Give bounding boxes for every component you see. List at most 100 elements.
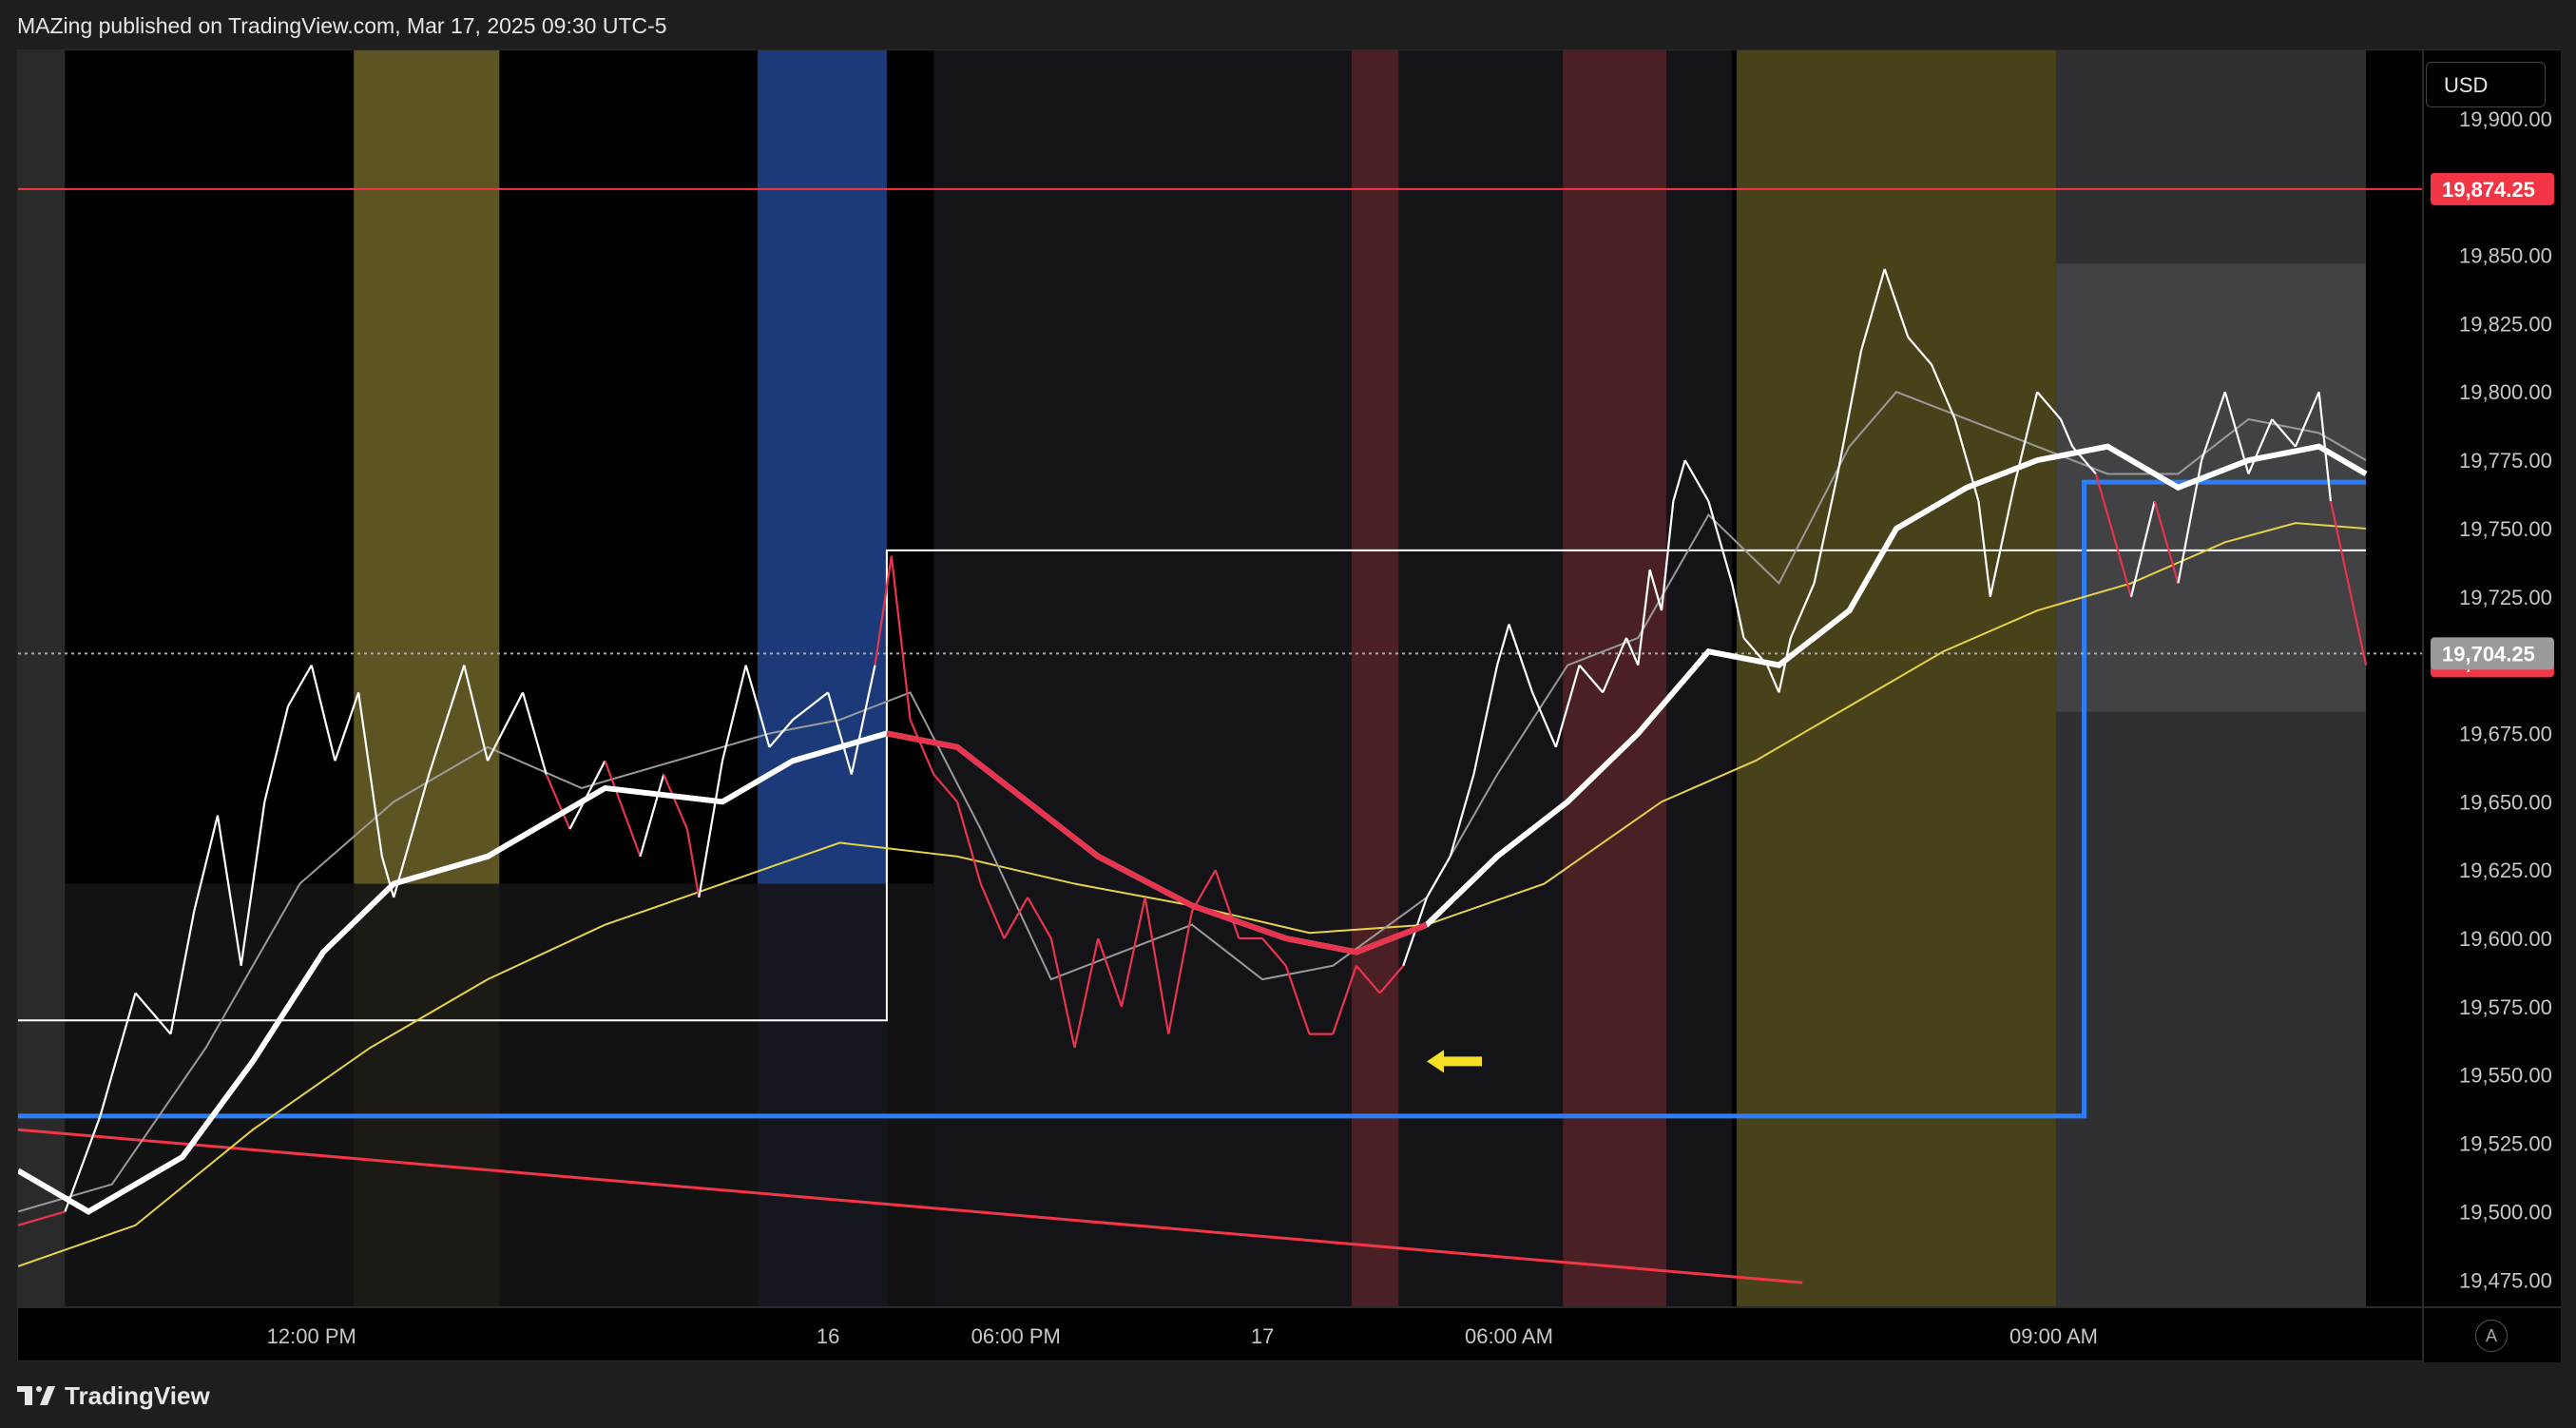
price-segment xyxy=(545,774,571,830)
price-segment xyxy=(1355,965,1381,994)
price-segment xyxy=(99,993,137,1117)
price-segment xyxy=(521,692,548,775)
price-segment xyxy=(721,665,747,762)
price-segment xyxy=(604,760,642,858)
price-segment xyxy=(2247,418,2274,474)
price-segment xyxy=(334,692,360,762)
price-segment xyxy=(1789,582,1816,639)
price-segment xyxy=(1332,965,1357,1034)
price-segment xyxy=(1097,937,1123,1008)
price-segment xyxy=(2059,418,2074,448)
price-axis xyxy=(2423,50,2561,1362)
price-segment xyxy=(1049,937,1076,1049)
price-segment xyxy=(263,705,290,802)
y-tick-label: 19,525.00 xyxy=(2459,1132,2552,1156)
price-segment xyxy=(1120,897,1146,1008)
currency-selector[interactable]: USD xyxy=(2426,62,2546,107)
price-segment xyxy=(357,692,383,857)
price-segment xyxy=(193,815,220,912)
price-segment xyxy=(2118,555,2133,598)
publish-header: MAZing published on TradingView.com, Mar… xyxy=(17,13,667,38)
price-segment xyxy=(1602,637,1627,693)
price-segment xyxy=(1883,268,1910,338)
price-segment xyxy=(1813,473,1839,584)
price-segment xyxy=(2129,500,2156,598)
price-segment xyxy=(1660,501,1675,611)
y-tick-label: 19,725.00 xyxy=(2459,586,2552,609)
price-segment xyxy=(1214,869,1240,939)
price-badge-0 xyxy=(2431,172,2554,205)
price-segment xyxy=(932,773,958,803)
footer-brand[interactable]: TradingView xyxy=(17,1379,210,1413)
price-segment xyxy=(18,1210,66,1226)
price-segment xyxy=(428,665,466,775)
y-tick-label: 19,550.00 xyxy=(2459,1064,2552,1088)
price-segment xyxy=(134,992,172,1035)
price-segment xyxy=(639,774,665,858)
price-segment xyxy=(1648,569,1663,611)
price-segment xyxy=(380,856,395,898)
ma-yellow xyxy=(18,522,2367,1267)
price-segment xyxy=(1449,774,1475,858)
price-segment xyxy=(1637,569,1651,666)
x-tick-label: 16 xyxy=(817,1324,839,1348)
price-segment xyxy=(568,760,606,830)
price-segment xyxy=(1683,459,1710,502)
yellow-arrow-icon xyxy=(1427,1050,1482,1073)
auto-scale-button[interactable]: A xyxy=(2475,1320,2508,1352)
price-segment xyxy=(1836,350,1863,474)
price-segment xyxy=(2036,391,2062,420)
y-tick-label: 19,825.00 xyxy=(2459,312,2552,336)
trend-line xyxy=(18,1128,1803,1284)
price-segment xyxy=(685,828,701,898)
price-segment xyxy=(1989,487,2015,598)
y-tick-label: 19,750.00 xyxy=(2459,517,2552,541)
y-tick-label: 19,775.00 xyxy=(2459,449,2552,473)
price-segment xyxy=(663,774,688,830)
price-segment xyxy=(2106,514,2121,556)
price-segment xyxy=(909,719,935,776)
price-segment xyxy=(1731,583,1745,639)
price-segment xyxy=(1167,911,1194,1034)
price-segment xyxy=(768,719,794,748)
y-tick-label: 19,600.00 xyxy=(2459,927,2552,951)
price-badge-2 xyxy=(2431,637,2554,670)
chart-canvas[interactable]: 19,475.00 19,500.00 19,525.00 19,550.00 19,5… xyxy=(18,50,2561,1362)
price-segment xyxy=(1073,937,1100,1049)
price-segment xyxy=(1472,665,1499,775)
y-tick-label: 19,500.00 xyxy=(2459,1200,2552,1224)
price-segment xyxy=(1672,459,1686,502)
brand-name: TradingView xyxy=(65,1380,210,1410)
price-segment xyxy=(2329,500,2344,556)
value-area-box xyxy=(2055,263,2366,712)
y-tick-label: 19,675.00 xyxy=(2459,722,2552,745)
x-tick-label: 17 xyxy=(1251,1324,1274,1348)
price-segment xyxy=(64,1115,102,1212)
price-segment xyxy=(1144,897,1170,1034)
price-segment xyxy=(1003,897,1029,939)
price-segment xyxy=(1284,965,1311,1034)
range-outline xyxy=(18,549,2366,1022)
price-segment xyxy=(1531,691,1557,748)
price-segment xyxy=(2341,555,2355,611)
price-segment xyxy=(2012,391,2039,489)
price-segment xyxy=(1766,665,1780,693)
price-segment xyxy=(216,815,242,966)
price-segment xyxy=(487,691,525,762)
y-tick-label: 19,850.00 xyxy=(2459,244,2552,268)
chart-frame[interactable]: 19,475.00 19,500.00 19,525.00 19,550.00 19,5… xyxy=(17,49,2561,1362)
price-segment xyxy=(1027,897,1052,939)
price-segment xyxy=(1778,637,1792,693)
price-segment xyxy=(1378,965,1405,994)
price-segment xyxy=(1496,624,1510,666)
tradingview-logo-icon xyxy=(17,1386,55,1405)
price-segment xyxy=(955,801,982,884)
price-segment xyxy=(792,691,829,721)
price-segment xyxy=(287,665,313,707)
price-segment xyxy=(979,883,1006,939)
y-tick-label: 19,650.00 xyxy=(2459,790,2552,814)
price-segment xyxy=(1907,337,1932,366)
price-segment xyxy=(2094,473,2109,515)
session-band-4 xyxy=(1351,50,1399,1307)
y-tick-label: 19,475.00 xyxy=(2459,1268,2552,1292)
